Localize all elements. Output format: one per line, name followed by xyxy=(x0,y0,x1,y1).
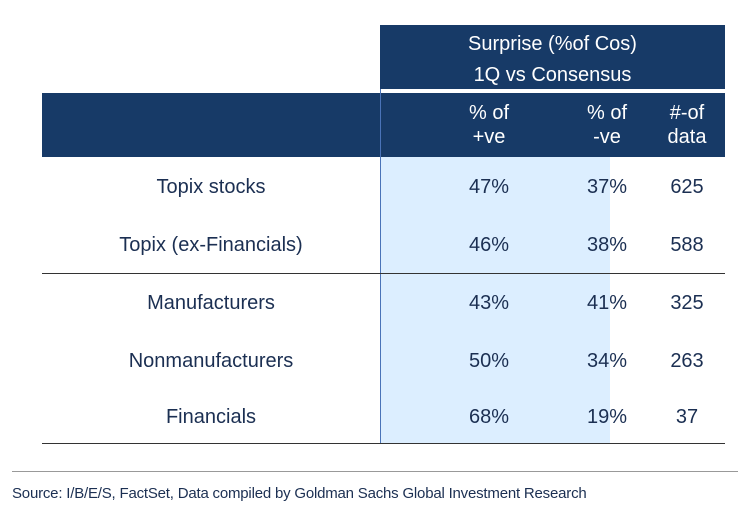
column-header-count: #-of data xyxy=(647,101,727,149)
cell-positive: 50% xyxy=(468,350,510,372)
cell-count: 325 xyxy=(670,292,704,314)
table-row: Nonmanufacturers 50% 34% 263 xyxy=(42,350,725,380)
cell-positive: 43% xyxy=(468,292,510,314)
table-row: Topix (ex-Financials) 46% 38% 588 xyxy=(42,234,725,264)
source-note: Source: I/B/E/S, FactSet, Data compiled … xyxy=(12,485,587,502)
table-super-header: Surprise (%of Cos) 1Q vs Consensus xyxy=(380,25,725,89)
cell-count: 37 xyxy=(675,406,699,428)
row-label: Nonmanufacturers xyxy=(128,350,294,372)
cell-positive: 46% xyxy=(468,234,510,256)
cell-negative: 19% xyxy=(586,406,628,428)
table-row: Topix stocks 47% 37% 625 xyxy=(42,176,725,206)
table-bottom-rule xyxy=(42,443,725,444)
footer-rule xyxy=(12,471,738,472)
table-row: Manufacturers 43% 41% 325 xyxy=(42,292,725,322)
row-label: Manufacturers xyxy=(147,292,275,314)
column-header-count-line1: #-of xyxy=(669,102,705,124)
column-header-count-line2: data xyxy=(667,126,707,148)
row-label: Financials xyxy=(165,406,257,428)
column-header-positive-line1: % of xyxy=(468,102,510,124)
cell-negative: 37% xyxy=(586,176,628,198)
column-header-positive: % of +ve xyxy=(434,101,544,149)
cell-negative: 41% xyxy=(586,292,628,314)
cell-negative: 38% xyxy=(586,234,628,256)
table-row: Financials 68% 19% 37 xyxy=(42,406,725,436)
highlight-columns-background xyxy=(380,157,610,443)
cell-count: 588 xyxy=(670,234,704,256)
super-header-title: Surprise (%of Cos) xyxy=(468,33,637,55)
cell-count: 625 xyxy=(670,176,704,198)
cell-positive: 68% xyxy=(468,406,510,428)
column-header-negative-line2: -ve xyxy=(593,126,621,148)
group-divider xyxy=(42,273,725,274)
cell-negative: 34% xyxy=(586,350,628,372)
row-label: Topix stocks xyxy=(156,176,266,198)
column-header-negative-line1: % of xyxy=(586,102,628,124)
table-column-header: % of +ve % of -ve #-of data xyxy=(42,93,725,157)
super-header-subtitle: 1Q vs Consensus xyxy=(473,64,632,86)
row-label: Topix (ex-Financials) xyxy=(119,234,303,256)
column-divider xyxy=(380,89,381,443)
column-header-positive-line2: +ve xyxy=(472,126,506,148)
column-header-negative: % of -ve xyxy=(557,101,657,149)
cell-count: 263 xyxy=(670,350,704,372)
cell-positive: 47% xyxy=(468,176,510,198)
